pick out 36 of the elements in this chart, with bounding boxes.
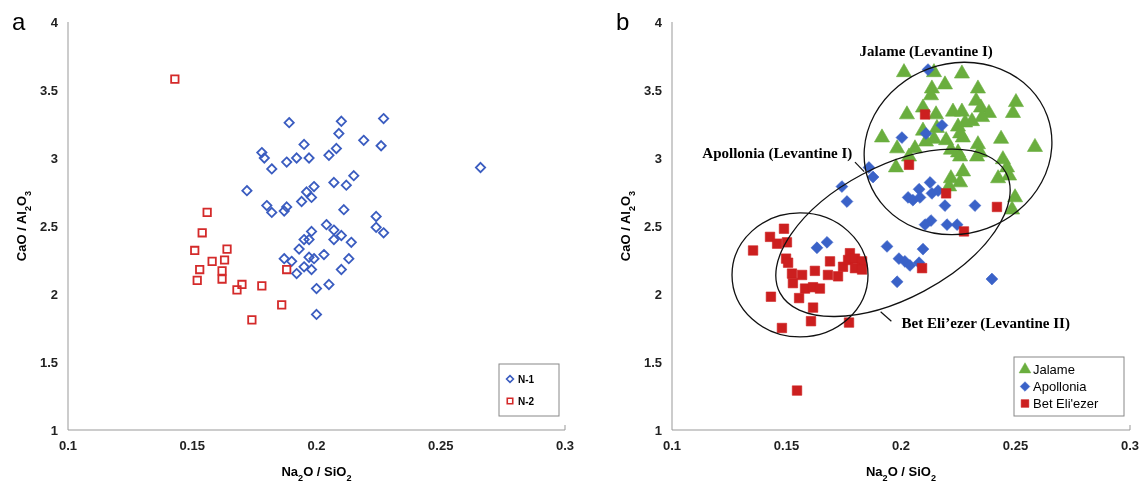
legend-label: Bet Eli'ezer: [1033, 396, 1100, 412]
x-tick-label: 0.3: [555, 438, 575, 453]
annotation: Jalame (Levantine I): [859, 42, 993, 60]
y-tick-label: 1.5: [643, 354, 662, 370]
y-tick-label: 1.5: [39, 354, 58, 370]
x-axis-title: Na$_{2}$O / SiO$_{2}$: [281, 464, 352, 483]
y-tick-label: 3: [50, 150, 58, 166]
x-axis-title: Na$_{2}$O / SiO$_{2}$: [865, 464, 937, 483]
legend-label: N-2: [518, 395, 535, 407]
y-tick-label: 2: [654, 286, 662, 302]
legend-label: N-1: [518, 373, 535, 385]
y-tick-label: 3.5: [39, 82, 58, 98]
y-tick-label: 1: [50, 422, 58, 438]
y-tick-label: 4: [50, 14, 59, 30]
x-tick-label: 0.25: [1002, 438, 1029, 453]
y-tick-label: 3.5: [643, 82, 662, 98]
y-tick-label: 1: [654, 422, 662, 438]
x-tick-label: 0.15: [773, 438, 800, 453]
y-tick-label: 2.5: [643, 218, 662, 234]
y-tick-label: 3: [654, 150, 662, 166]
x-tick-label: 0.2: [891, 438, 911, 453]
chart-title: b: [616, 8, 630, 35]
x-tick-label: 0.1: [662, 438, 682, 453]
y-tick-label: 2.5: [39, 218, 58, 234]
x-tick-label: 0.25: [428, 438, 454, 453]
annotation: Bet Eli’ezer (Levantine II): [901, 314, 1070, 332]
y-tick-label: 2: [50, 286, 58, 302]
chart-title: a: [12, 8, 26, 35]
x-tick-label: 0.3: [1120, 438, 1140, 453]
y-tick-label: 4: [654, 14, 663, 30]
annotation: Apollonia (Levantine I): [702, 144, 853, 162]
x-tick-label: 0.15: [179, 438, 205, 453]
legend-label: Jalame: [1033, 362, 1075, 378]
x-tick-label: 0.2: [307, 438, 326, 453]
x-tick-label: 0.1: [58, 438, 78, 453]
legend-label: Apollonia: [1033, 379, 1088, 395]
